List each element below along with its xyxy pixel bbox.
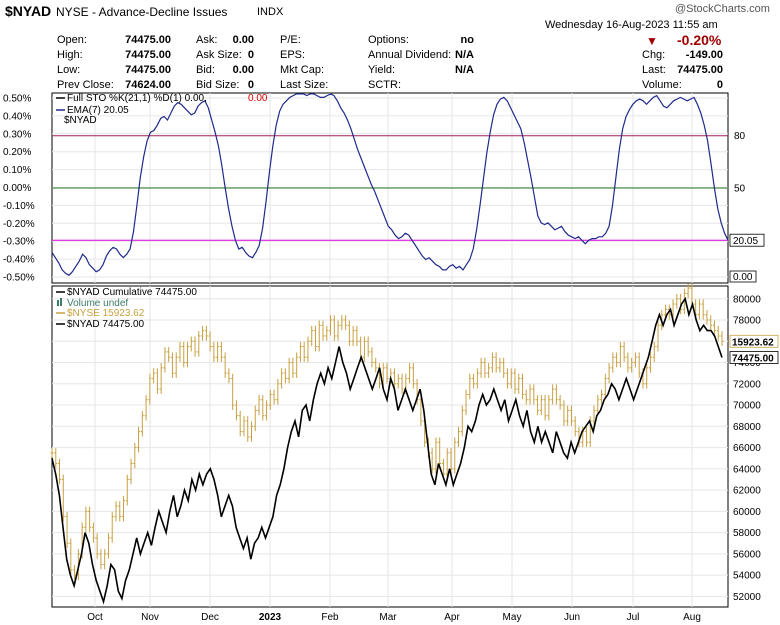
volume-legend-icon [57,300,59,306]
market-label: INDX [257,6,284,18]
exchange-name: NYSE - Advance-Decline Issues [56,5,228,19]
indicator-left-tick-label: 0.10% [3,165,31,176]
indicator-legend-extra: 0.00 [248,93,268,104]
stockcharts-watermark: @StockCharts.com [675,3,770,15]
price-right-tick-label: 54000 [733,571,761,582]
quote-label: Last: [642,64,666,76]
quote-label: Open: [57,34,87,46]
indicator-right-tick-label: 50 [734,184,746,195]
x-axis-month-label: Mar [379,612,397,623]
stochastic-line [51,93,729,276]
price-right-tick-label: 58000 [733,528,761,539]
quote-value: 0 [716,79,723,91]
indicator-left-tick-label: 0.30% [3,129,31,140]
price-right-tick-label: 78000 [733,316,761,327]
x-axis-month-label: Jul [627,612,640,623]
x-axis-month-label: Aug [683,612,701,623]
nyse-last-value-label: 15923.62 [732,337,774,348]
nyse-last-value-box [729,334,779,348]
quote-value: N/A [455,64,474,76]
x-axis-month-label: Dec [201,612,219,623]
indicator-right-tick-label: 80 [734,131,746,142]
down-triangle-icon: ▼ [646,34,658,48]
price-right-tick-label: 66000 [733,443,761,454]
quote-value: N/A [455,49,474,61]
indicator-left-tick-label: -0.10% [3,201,35,212]
x-axis-month-label: Oct [87,612,103,623]
indicator-legend-text: EMA(7) 20.05 [67,105,129,116]
quote-value: -149.00 [685,49,723,61]
quote-value: 74475.00 [125,49,171,61]
nyad-line [51,296,723,605]
x-axis-month-label: Jun [564,612,580,623]
indicator-left-tick-label: -0.40% [3,255,35,266]
price-legend-text: $NYAD Cumulative 74475.00 [67,287,197,298]
quote-label: Ask: [196,34,218,46]
indicator-left-tick-label: 0.00% [3,183,31,194]
price-right-tick-label: 60000 [733,507,761,518]
indicator-legend-text: $NYAD [64,115,97,126]
chart-symbol: $NYAD [5,3,52,19]
stochastic-last-value-box [729,233,765,247]
quote-label: Last Size: [280,79,329,91]
price-right-tick-label: 62000 [733,486,761,497]
quote-label: Volume: [642,79,682,91]
quote-value: 74475.00 [677,64,723,76]
quote-value: 0.00 [232,34,254,46]
nyad-last-value-box [729,351,779,364]
indicator-bottom-value-box [729,270,757,283]
quote-label: Mkt Cap: [280,64,325,76]
price-legend-text: $NYAD 74475.00 [67,319,145,330]
x-axis-month-label: Feb [321,612,339,623]
indicator-legend-text: Full STO %K(21,1) %D(1) 0.00, [67,93,207,104]
quote-label: EPS: [280,49,306,61]
x-axis-month-label: Nov [141,612,159,623]
x-axis-month-label: 2023 [259,612,282,623]
x-axis-month-label: Apr [444,612,460,623]
indicator-left-tick-label: 0.50% [3,94,31,105]
price-right-tick-label: 72000 [733,379,761,390]
indicator-left-tick-label: 0.20% [3,147,31,158]
price-right-tick-label: 56000 [733,549,761,560]
quote-label: Prev Close: [57,79,114,91]
quote-label: Annual Dividend: [368,49,452,61]
quote-value: 0.00 [232,64,254,76]
quote-value: 74624.00 [125,79,171,91]
change-percent: -0.20% [677,32,722,48]
price-right-tick-label: 68000 [733,422,761,433]
quote-label: SCTR: [368,79,401,91]
indicator-left-tick-label: -0.50% [3,273,35,284]
quote-label: Options: [368,34,409,46]
quote-value: 74475.00 [125,64,171,76]
price-legend-text: Volume undef [67,298,128,309]
indicator-bottom-value-label: 0.00 [733,272,753,283]
quote-datetime: Wednesday 16-Aug-2023 11:55 am [545,19,718,31]
quote-label: Yield: [368,64,396,76]
price-legend-text: $NYSE 15923.62 [67,308,145,319]
indicator-left-tick-label: 0.40% [3,111,31,122]
quote-label: Chg: [642,49,666,61]
x-axis-month-label: May [503,612,522,623]
quote-label: Bid: [196,64,215,76]
indicator-left-tick-label: -0.20% [3,219,35,230]
price-right-tick-label: 80000 [733,294,761,305]
stochastic-last-value-label: 20.05 [733,236,758,247]
quote-label: Ask Size: [196,49,242,61]
price-right-tick-label: 64000 [733,464,761,475]
volume-legend-icon [60,298,62,306]
price-right-tick-label: 70000 [733,401,761,412]
price-panel-frame [51,285,729,608]
quote-label: Bid Size: [196,79,240,91]
quote-value: no [460,34,474,46]
quote-label: High: [57,49,83,61]
quote-value: 74475.00 [125,34,171,46]
quote-value: 0 [247,49,254,61]
quote-value: 0 [247,79,254,91]
price-right-tick-label: 52000 [733,592,761,603]
indicator-left-tick-label: -0.30% [3,237,35,248]
quote-label: P/E: [280,34,301,46]
quote-label: Low: [57,64,81,76]
nyad-last-value-label: 74475.00 [732,353,774,364]
